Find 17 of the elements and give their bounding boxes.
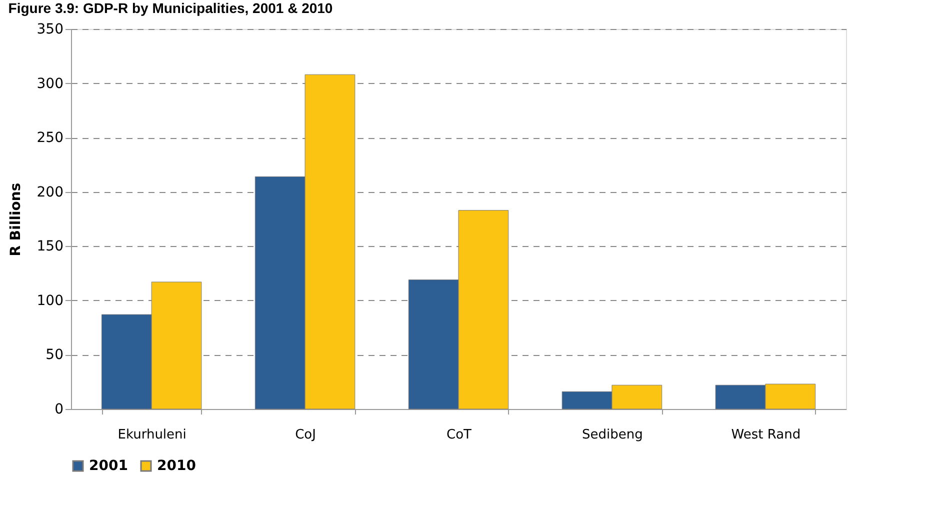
- legend-label: 2001: [89, 458, 128, 474]
- x-tick-label: Ekurhuleni: [118, 428, 186, 442]
- y-tick-label: 250: [36, 130, 64, 146]
- y-tick-label: 350: [36, 22, 64, 38]
- legend-label: 2010: [157, 458, 196, 474]
- y-tick-label: 100: [36, 292, 64, 309]
- x-tick-label: CoT: [446, 428, 472, 442]
- x-tick-label: Sedibeng: [582, 428, 643, 442]
- x-tick-label: CoJ: [295, 428, 316, 442]
- chart-title: Figure 3.9: GDP-R by Municipalities, 2001 & 2010: [8, 0, 333, 16]
- y-axis-title: R Billions: [8, 182, 24, 256]
- y-tick-label: 200: [36, 184, 64, 200]
- y-tick-label: 0: [54, 402, 64, 418]
- y-tick-label: 50: [46, 347, 64, 364]
- y-tick-label: 300: [36, 76, 64, 92]
- x-tick-label: West Rand: [731, 428, 801, 442]
- y-tick-label: 150: [36, 238, 64, 255]
